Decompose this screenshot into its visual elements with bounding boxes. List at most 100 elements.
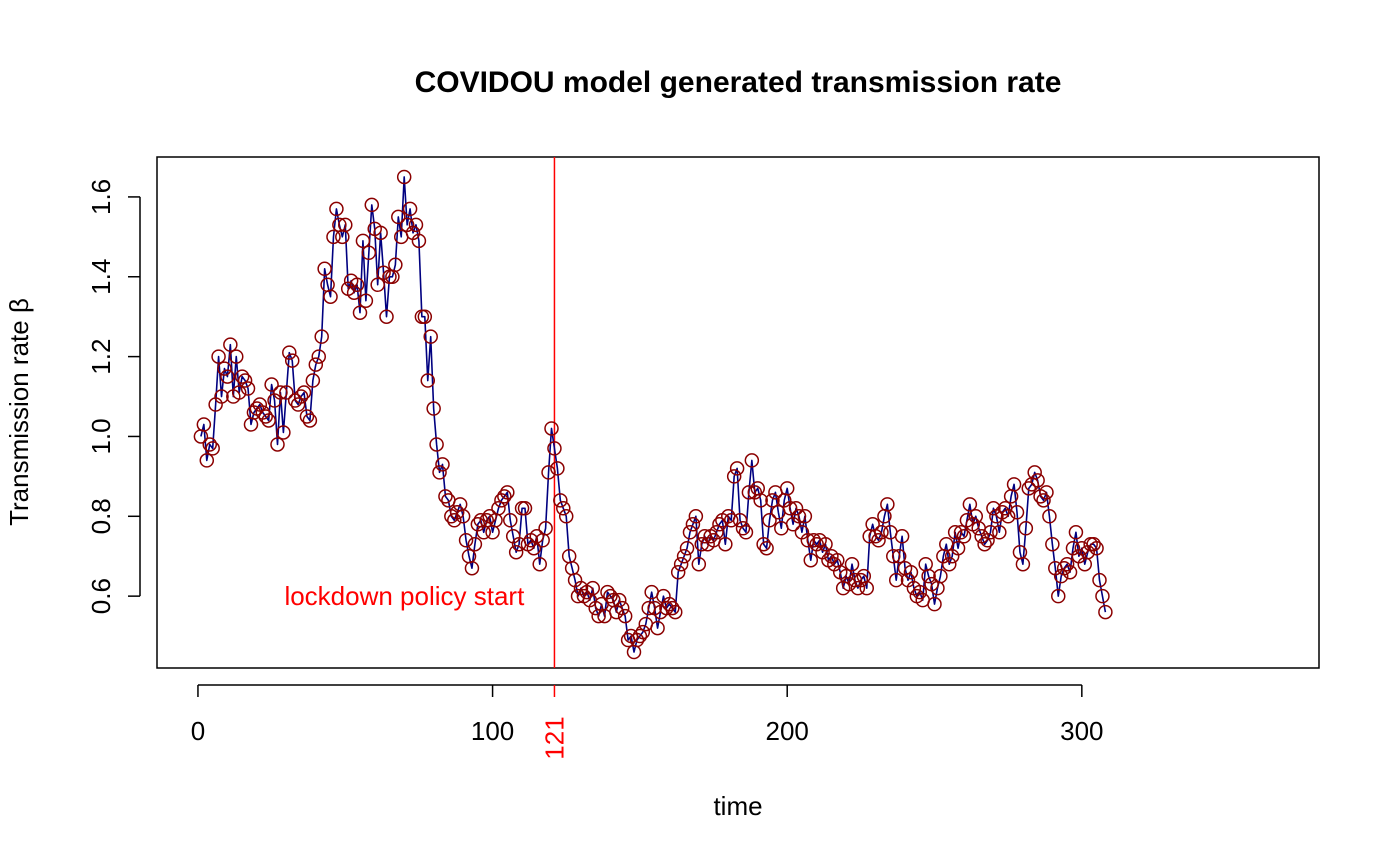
data-point [196,417,212,432]
data-point [258,409,273,424]
data-point [438,489,453,504]
data-point [1021,481,1037,496]
data-point [458,533,474,548]
data-point [682,525,698,540]
lockdown-reference: 121 lockdown policy start [284,157,569,760]
data-point [603,588,618,604]
y-axis: 0.6 0.8 1.0 1.2 1.4 1.6 [86,179,141,614]
data-point [237,373,253,388]
data-point [396,169,412,185]
x-tick-label: 0 [191,716,205,746]
data-point [782,501,798,516]
data-point [986,501,1001,516]
data-point [455,509,471,524]
data-point [1006,477,1022,492]
data-point [732,513,748,528]
data-point [497,489,512,504]
data-point [199,453,215,468]
data-point [326,229,341,245]
data-point [358,293,374,308]
data-point [670,564,686,580]
data-point [264,377,279,392]
data-point [423,329,438,344]
data-point [1018,521,1034,536]
data-point [744,453,760,468]
data-point [349,277,365,292]
data-point [364,197,380,213]
data-point [532,556,547,572]
data-point [464,560,480,576]
data-point [797,509,813,524]
data-point [791,509,807,524]
data-point [270,437,285,452]
x-tick-label: 300 [1060,716,1103,746]
data-point [234,369,250,384]
data-point [252,397,268,412]
data-point [296,385,312,400]
data-point [741,485,757,500]
data-point [1039,485,1054,500]
data-point [1053,568,1069,584]
data-point [517,501,533,516]
data-point [912,584,928,600]
data-point [665,600,680,616]
data-point [308,357,324,372]
data-point [240,381,256,396]
data-point [370,277,385,292]
data-point [691,556,707,572]
data-point [950,540,966,556]
x-axis: 0 100 200 300 [191,684,1104,746]
data-point [276,425,291,440]
data-point [614,600,630,616]
data-point [953,525,969,540]
lockdown-annotation: lockdown policy start [284,581,525,611]
data-point [850,580,866,596]
data-point [921,568,936,584]
data-point [891,548,907,564]
chart-title: COVIDOU model generated transmission rat… [415,66,1062,99]
data-point [299,409,315,424]
data-point [844,556,860,572]
data-point [1089,540,1104,556]
y-axis-title: Transmission rate β [4,298,34,526]
data-point [355,233,371,249]
data-point [685,517,701,532]
data-point [467,536,483,552]
data-point [432,465,447,480]
data-point [942,556,957,572]
data-point [220,369,235,384]
data-point [1092,572,1107,588]
data-point [1009,505,1025,520]
data-point [214,389,229,404]
data-point [992,525,1007,540]
data-point [632,628,648,644]
data-point [1086,536,1101,552]
data-point [847,572,863,588]
data-point [323,289,338,304]
data-point [223,337,238,352]
data-point [1095,588,1110,604]
data-point [617,608,633,624]
data-point [503,513,518,528]
data-point [261,413,276,428]
data-point [290,397,306,412]
data-point [352,305,368,320]
data-point [962,497,978,512]
data-point [379,309,394,324]
lockdown-tick-label: 121 [539,716,569,759]
data-point [553,493,568,508]
data-point [402,201,418,217]
data-point [293,389,309,404]
data-point [338,217,353,233]
data-point [447,513,462,528]
data-point [880,497,895,512]
plot-frame [156,156,1320,669]
data-point [903,564,919,580]
x-axis-title: time [713,791,762,821]
data-point [479,513,494,528]
data-point [718,536,733,552]
data-point [673,556,689,572]
data-point [709,525,724,540]
data-point [491,501,506,516]
